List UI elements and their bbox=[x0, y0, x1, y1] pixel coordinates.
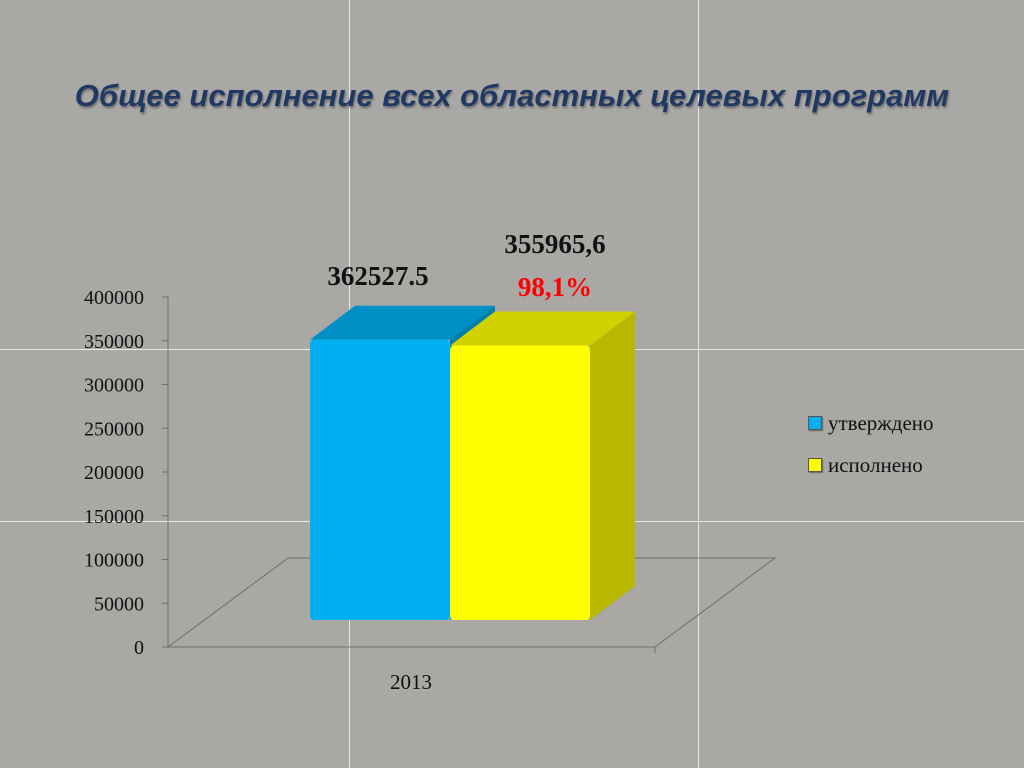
y-tick-label: 400000 bbox=[84, 287, 144, 309]
y-tick-label: 350000 bbox=[84, 331, 144, 353]
bar-top-face bbox=[450, 311, 635, 346]
percent-annotation: 98,1% bbox=[518, 272, 592, 302]
data-label-executed: 355965,6 bbox=[504, 229, 605, 259]
legend-item-executed: исполнено bbox=[808, 450, 934, 480]
y-tick-label: 200000 bbox=[84, 462, 144, 484]
legend-label-approved: утверждено bbox=[828, 410, 934, 435]
y-tick-label: 250000 bbox=[84, 418, 144, 440]
legend: утверждено исполнено bbox=[808, 408, 934, 492]
legend-label-executed: исполнено bbox=[828, 452, 923, 477]
chart-title: Общее исполнение всех областных целевых … bbox=[74, 78, 950, 113]
bar-side-face bbox=[590, 311, 635, 620]
y-tick-label: 100000 bbox=[84, 550, 144, 572]
bar-front-face bbox=[310, 339, 450, 620]
y-tick-label: 150000 bbox=[84, 506, 144, 528]
data-label-approved: 362527.5 bbox=[327, 261, 428, 291]
x-category-label: 2013 bbox=[390, 670, 432, 694]
y-tick-label: 300000 bbox=[84, 375, 144, 397]
legend-swatch-executed bbox=[808, 458, 822, 472]
bar-executed bbox=[450, 311, 635, 620]
legend-swatch-approved bbox=[808, 416, 822, 430]
bar-top-face bbox=[310, 305, 495, 340]
y-tick-label: 50000 bbox=[94, 593, 144, 615]
y-tick-label: 0 bbox=[134, 637, 144, 659]
legend-item-approved: утверждено bbox=[808, 408, 934, 438]
bar-front-face bbox=[450, 345, 590, 620]
